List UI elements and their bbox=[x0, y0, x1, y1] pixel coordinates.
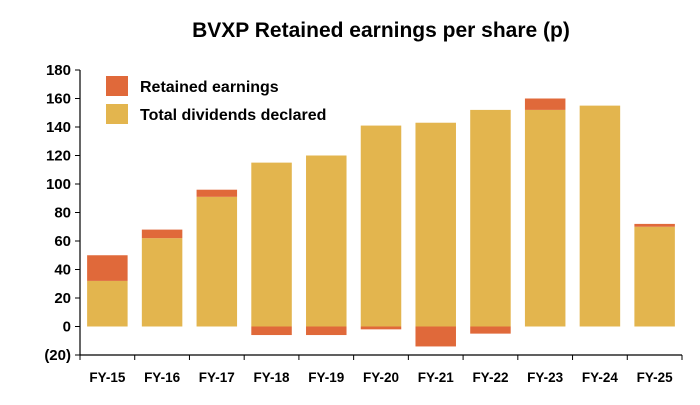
x-tick-label: FY-16 bbox=[144, 370, 181, 385]
x-tick-label: FY-21 bbox=[418, 370, 455, 385]
bar-retained-fy-15 bbox=[87, 255, 128, 281]
axis-layer: 180 160 140 120 100 80 60 40 20 0 (20) FY-15 FY-16 FY… bbox=[44, 62, 683, 385]
bar-dividends-fy-15 bbox=[87, 280, 128, 327]
legend-label: Retained earnings bbox=[140, 79, 279, 96]
x-tick-label: FY-19 bbox=[308, 370, 344, 385]
y-tick-label: 120 bbox=[46, 148, 71, 165]
y-tick-label: (20) bbox=[44, 347, 71, 364]
bar-retained-fy-22 bbox=[470, 326, 511, 334]
bar-retained-fy-20 bbox=[360, 326, 402, 330]
y-tick-label: 100 bbox=[46, 176, 71, 193]
y-tick-label: 140 bbox=[46, 119, 71, 136]
x-tick-label: FY-15 bbox=[89, 370, 126, 385]
bars-layer bbox=[87, 98, 675, 347]
bar-dividends-fy-16 bbox=[141, 238, 183, 327]
legend: Retained earnings Total dividends declare… bbox=[106, 76, 326, 124]
bar-dividends-fy-18 bbox=[251, 162, 292, 327]
y-tick-label: 160 bbox=[46, 91, 71, 108]
y-tick-label: 40 bbox=[54, 262, 71, 279]
bar-retained-fy-23 bbox=[524, 98, 566, 110]
y-tick-label: 20 bbox=[54, 290, 71, 307]
bar-retained-fy-17 bbox=[196, 189, 238, 197]
bar-retained-fy-16 bbox=[141, 229, 183, 239]
y-tick-label: 0 bbox=[63, 319, 71, 336]
bar-dividends-fy-24 bbox=[579, 105, 621, 327]
bar-dividends-fy-19 bbox=[306, 155, 347, 327]
x-tick-label: FY-20 bbox=[363, 370, 399, 385]
bar-dividends-fy-21 bbox=[415, 122, 456, 327]
legend-label: Total dividends declared bbox=[140, 107, 326, 124]
bar-dividends-fy-23 bbox=[524, 109, 566, 327]
x-tick-label: FY-17 bbox=[199, 370, 235, 385]
legend-swatch bbox=[106, 104, 128, 124]
y-tick-label: 80 bbox=[54, 205, 71, 222]
legend-swatch bbox=[106, 76, 128, 96]
chart-title: BVXP Retained earnings per share (p) bbox=[192, 19, 570, 42]
x-tick-label: FY-25 bbox=[637, 370, 674, 385]
bar-retained-fy-21 bbox=[415, 326, 456, 347]
y-tick-label: 60 bbox=[54, 233, 71, 250]
bar-retained-fy-25 bbox=[634, 223, 675, 227]
bar-retained-fy-19 bbox=[306, 326, 347, 336]
y-tick-label: 180 bbox=[46, 62, 71, 79]
x-tick-label: FY-23 bbox=[527, 370, 564, 385]
x-tick-label: FY-22 bbox=[472, 370, 508, 385]
bar-dividends-fy-22 bbox=[470, 109, 511, 327]
bar-dividends-fy-20 bbox=[360, 125, 402, 327]
x-tick-label: FY-18 bbox=[254, 370, 291, 385]
bar-dividends-fy-17 bbox=[196, 196, 238, 327]
bar-dividends-fy-25 bbox=[634, 226, 675, 327]
bar-retained-fy-18 bbox=[251, 326, 292, 336]
x-tick-label: FY-24 bbox=[582, 370, 619, 385]
